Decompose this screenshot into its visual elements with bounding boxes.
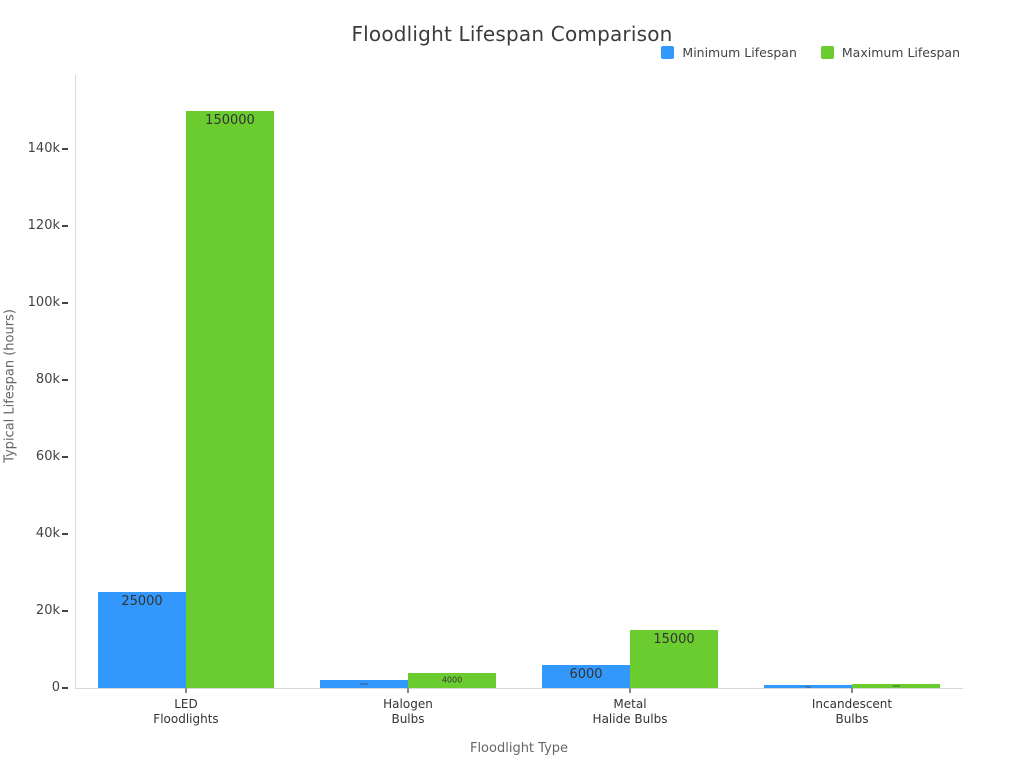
bar-max-0[interactable]: 150000 xyxy=(186,111,274,688)
legend: Minimum Lifespan Maximum Lifespan xyxy=(661,45,960,60)
y-tick-mark-icon xyxy=(62,610,68,613)
y-tick-label: 20k xyxy=(35,603,60,619)
y-tick-label: 120k xyxy=(27,218,60,234)
y-tick-label: 40k xyxy=(35,526,60,542)
y-tick-mark-icon xyxy=(62,687,68,689)
bar-value-label: 1000 xyxy=(892,684,900,688)
bar-value-label: 25000 xyxy=(121,593,163,609)
bar-value-label: 750 xyxy=(805,685,811,688)
legend-item-maximum-lifespan[interactable]: Maximum Lifespan xyxy=(820,45,960,60)
bar-value-label: 6000 xyxy=(569,666,603,682)
legend-swatch-minimum-icon xyxy=(661,46,675,59)
y-tick-label: 0 xyxy=(51,680,60,695)
y-tick-mark-icon xyxy=(62,456,68,459)
chart-title: Floodlight Lifespan Comparison xyxy=(351,22,673,46)
x-tick-mark-icon xyxy=(185,688,187,693)
x-tick-mark-icon xyxy=(407,688,409,693)
y-tick-label: 80k xyxy=(35,372,60,388)
y-tick-mark-icon xyxy=(62,379,68,382)
y-tick-mark-icon xyxy=(62,302,68,305)
x-category-label: Halogen Bulbs xyxy=(383,697,433,726)
x-category-label: Metal Halide Bulbs xyxy=(592,697,668,726)
y-tick-label: 60k xyxy=(35,449,60,465)
y-tick-mark-icon xyxy=(62,148,68,151)
x-tick-mark-icon xyxy=(851,688,853,693)
x-tick-mark-icon xyxy=(629,688,631,693)
bar-value-label: 4000 xyxy=(441,675,463,685)
bar-min-2[interactable]: 6000 xyxy=(542,664,630,688)
x-category-label: LED Floodlights xyxy=(153,697,219,726)
legend-swatch-maximum-icon xyxy=(820,46,834,59)
bar-min-3[interactable]: 750 xyxy=(764,685,852,688)
bar-max-2[interactable]: 15000 xyxy=(630,630,718,688)
bar-max-1[interactable]: 4000 xyxy=(408,672,496,688)
y-tick-label: 140k xyxy=(27,141,60,157)
y-tick-mark-icon xyxy=(62,225,68,228)
y-axis-title: Typical Lifespan (hours) xyxy=(2,309,18,463)
bar-value-label: 2000 xyxy=(360,682,368,687)
x-axis-title: Floodlight Type xyxy=(469,741,569,756)
y-tick-label: 100k xyxy=(27,295,60,311)
bar-min-0[interactable]: 25000 xyxy=(98,591,186,688)
legend-label-maximum: Maximum Lifespan xyxy=(841,45,960,60)
legend-item-minimum-lifespan[interactable]: Minimum Lifespan xyxy=(661,45,797,60)
bar-value-label: 150000 xyxy=(205,113,255,128)
bar-value-label: 15000 xyxy=(653,632,695,648)
x-category-label: Incandescent Bulbs xyxy=(811,697,893,726)
y-axis-line xyxy=(75,75,76,688)
bar-min-1[interactable]: 2000 xyxy=(320,680,408,688)
y-tick-mark-icon xyxy=(62,533,68,536)
x-axis-line xyxy=(75,688,963,689)
bar-max-3[interactable]: 1000 xyxy=(852,684,940,688)
legend-label-minimum: Minimum Lifespan xyxy=(682,45,797,60)
